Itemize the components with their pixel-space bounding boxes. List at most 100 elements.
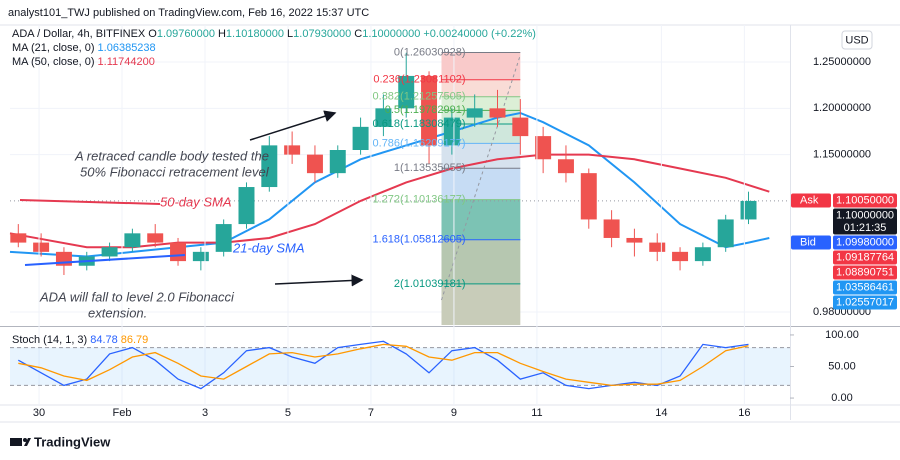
arrow bbox=[249, 110, 337, 141]
fib-zone bbox=[441, 79, 521, 97]
candle-body bbox=[535, 136, 552, 160]
x-tick-label: 9 bbox=[451, 407, 457, 419]
fib-zone bbox=[441, 199, 521, 240]
currency-button[interactable] bbox=[841, 30, 873, 50]
ohlc-key: C bbox=[354, 28, 363, 40]
annotation: 21-day SMA bbox=[232, 240, 305, 255]
price-tag: Bid bbox=[800, 236, 816, 248]
annotation: A retraced candle body tested the bbox=[74, 148, 269, 163]
price-label-box bbox=[833, 250, 897, 265]
price-label: 1.08890751 bbox=[836, 266, 894, 278]
x-tick-label: 30 bbox=[33, 407, 45, 419]
fib-zone bbox=[441, 52, 521, 80]
candle-body bbox=[717, 219, 734, 248]
ohlc-key: H bbox=[217, 28, 226, 40]
logo-mark bbox=[24, 438, 31, 446]
candle-body bbox=[398, 75, 415, 109]
candle-body bbox=[489, 108, 506, 118]
candle-body bbox=[306, 154, 323, 174]
candle-body bbox=[375, 108, 392, 127]
price-tag-box bbox=[791, 193, 831, 208]
price-label: 1.10000000 bbox=[836, 209, 894, 221]
x-tick-label: Feb bbox=[113, 407, 132, 419]
ohlc-value: 1.10180000 bbox=[225, 28, 285, 40]
candle-body bbox=[101, 247, 118, 257]
candle-body bbox=[147, 233, 164, 243]
candle-body bbox=[238, 187, 255, 225]
legend-row: MA (21, close, 0) 1.06385238 bbox=[12, 42, 539, 54]
y-tick-label: 100.00 bbox=[825, 329, 859, 341]
x-tick-label: 16 bbox=[738, 407, 750, 419]
fib-label: 0.382(1.21257505) bbox=[373, 91, 466, 103]
candle-body bbox=[261, 145, 278, 188]
logo-mark bbox=[10, 438, 22, 446]
legend-row: MA (50, close, 0) 1.11744200 bbox=[12, 56, 539, 68]
fib-zone bbox=[441, 239, 521, 284]
candle-body bbox=[10, 233, 27, 243]
header: analyst101_TWJ published on TradingView.… bbox=[8, 7, 369, 19]
price-label: 1.02557017 bbox=[836, 296, 894, 308]
candle-body bbox=[740, 200, 757, 220]
change: +0.00240000 (+0.22%) bbox=[423, 28, 536, 40]
candle-body bbox=[33, 242, 50, 252]
legend-name: MA (50, close, 0) bbox=[12, 56, 95, 68]
candle-body bbox=[352, 126, 369, 150]
candle-body bbox=[192, 251, 209, 262]
stoch-value: 86.79 bbox=[120, 334, 149, 346]
support-line bbox=[24, 254, 186, 266]
y-tick-label: 50.00 bbox=[828, 360, 856, 372]
price-label: 1.10050000 bbox=[836, 194, 894, 206]
ohlc-value: 1.07930000 bbox=[293, 28, 352, 40]
stoch-value: 84.78 bbox=[90, 334, 118, 346]
candle-body bbox=[329, 150, 346, 174]
candle-body bbox=[557, 159, 574, 174]
ohlc-value: 1.10000000 bbox=[362, 28, 421, 40]
price-tag-box bbox=[791, 235, 831, 250]
price-label-box bbox=[833, 208, 897, 235]
candle-body bbox=[124, 233, 141, 248]
price-label-box bbox=[833, 193, 897, 208]
fib-zone bbox=[441, 143, 521, 169]
candle-body bbox=[512, 117, 529, 137]
fib-label: 2(1.01039181) bbox=[394, 278, 466, 290]
fib-zone bbox=[441, 283, 521, 325]
panes bbox=[0, 24, 900, 423]
candle-body bbox=[694, 247, 711, 262]
fib-zone bbox=[441, 168, 521, 200]
plot bbox=[9, 51, 790, 325]
fib-label: 0.786(1.16209177) bbox=[373, 137, 466, 149]
fib-label: 1.618(1.05812605) bbox=[373, 234, 466, 246]
price-label: 1.09980000 bbox=[836, 236, 894, 248]
tradingview-logo bbox=[10, 438, 31, 446]
x-tick-label: 5 bbox=[285, 407, 291, 419]
ma-line bbox=[9, 153, 770, 249]
ohlc-key: L bbox=[287, 28, 294, 40]
annotation: 50-day SMA bbox=[160, 194, 232, 209]
price-label-box bbox=[833, 235, 897, 250]
y-tick-label: 1.15000000 bbox=[813, 149, 871, 161]
footer: TradingView bbox=[34, 434, 111, 449]
candle-body bbox=[170, 242, 187, 262]
candle-body bbox=[603, 219, 620, 238]
annotation: extension. bbox=[88, 305, 147, 320]
legend: ADA / Dollar, 4h, BITFINEX O1.09760000 H1.… bbox=[12, 28, 539, 68]
candle-body bbox=[649, 242, 666, 252]
stoch-title: Stoch (14, 1, 3) bbox=[12, 334, 88, 346]
price-label: 1.09187764 bbox=[836, 251, 894, 263]
legend-value: 1.11744200 bbox=[97, 56, 155, 68]
arrow bbox=[274, 274, 364, 287]
ohlc-value: 1.09760000 bbox=[156, 28, 215, 40]
symbol: ADA / Dollar, 4h, BITFINEX bbox=[12, 28, 146, 40]
legend-row: ADA / Dollar, 4h, BITFINEX O1.09760000 H1.… bbox=[12, 28, 539, 40]
fib-label: 0.618(1.18308479) bbox=[373, 118, 466, 130]
y-tick-label: 0.00 bbox=[831, 392, 852, 404]
x-tick-label: 3 bbox=[202, 407, 208, 419]
candle-body bbox=[466, 108, 483, 118]
currency[interactable]: USD bbox=[845, 34, 868, 46]
fib-label: 1(1.13535055) bbox=[394, 162, 466, 174]
price-label: 1.03586461 bbox=[836, 281, 894, 293]
stoch-line bbox=[17, 340, 749, 390]
x-tick-label: 7 bbox=[368, 407, 374, 419]
candle-body bbox=[284, 145, 301, 155]
